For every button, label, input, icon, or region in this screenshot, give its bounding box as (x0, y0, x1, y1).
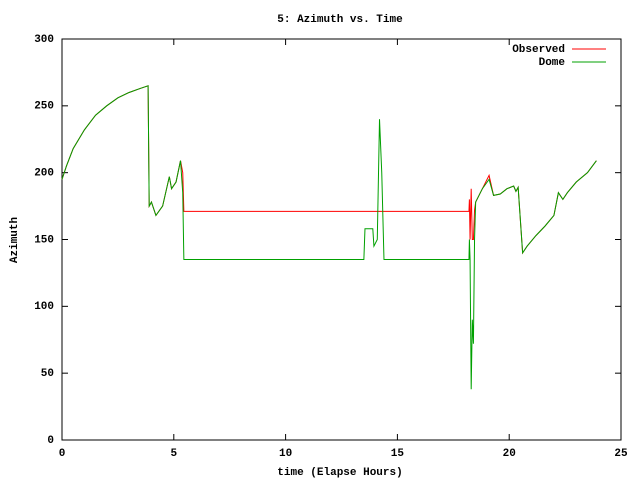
y-tick-label: 200 (34, 168, 54, 180)
x-tick-label: 5 (170, 448, 177, 460)
x-tick-label: 0 (59, 448, 66, 460)
x-axis-label: time (Elapse Hours) (277, 467, 402, 479)
y-tick-label: 50 (41, 368, 54, 380)
x-tick-label: 20 (503, 448, 516, 460)
y-axis-label: Azimuth (9, 217, 21, 263)
y-tick-label: 100 (34, 301, 54, 313)
plot-border (61, 38, 622, 441)
legend-label: Dome (539, 57, 566, 69)
x-tick-label: 10 (279, 448, 292, 460)
y-tick-label: 0 (47, 435, 54, 447)
legend-label: Observed (512, 44, 565, 56)
y-tick-label: 300 (34, 34, 54, 46)
x-tick-label: 25 (614, 448, 628, 460)
y-tick-label: 150 (34, 234, 54, 246)
y-tick-label: 250 (34, 101, 54, 113)
x-tick-label: 15 (391, 448, 405, 460)
data-line (61, 85, 597, 255)
data-line (61, 85, 597, 390)
chart-title: 5: Azimuth vs. Time (277, 14, 403, 26)
